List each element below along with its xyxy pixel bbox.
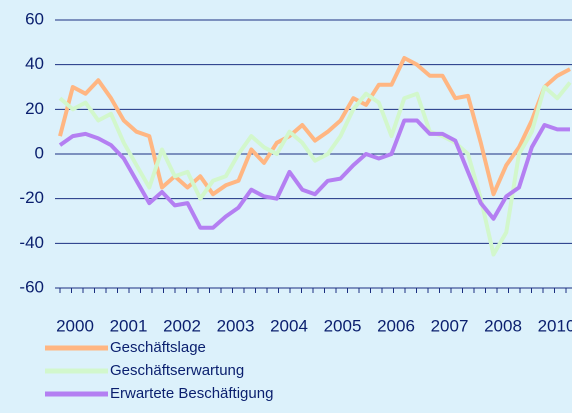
series-line — [58, 118, 570, 230]
y-tick-label: -20 — [19, 188, 44, 207]
x-tick-label: 2003 — [217, 316, 255, 335]
y-tick-label: 0 — [35, 143, 44, 162]
y-tick-label: 60 — [25, 9, 44, 28]
legend-label: Geschäftserwartung — [110, 362, 244, 379]
x-tick-label: 2002 — [163, 316, 201, 335]
x-tick-label: 2010 — [538, 316, 572, 335]
x-tick-label: 2007 — [431, 316, 469, 335]
legend-label: Geschäftslage — [110, 339, 206, 356]
x-tick-label: 2006 — [377, 316, 415, 335]
y-tick-label: 20 — [25, 99, 44, 118]
x-tick-label: 2005 — [324, 316, 362, 335]
x-tick-label: 2008 — [484, 316, 522, 335]
y-tick-label: -40 — [19, 233, 44, 252]
y-tick-label: -60 — [19, 277, 44, 296]
legend-label: Erwartete Beschäftigung — [110, 385, 273, 402]
x-tick-label: 2000 — [56, 316, 94, 335]
x-tick-label: 2004 — [270, 316, 308, 335]
series-line — [58, 56, 571, 197]
y-tick-label: 40 — [25, 54, 44, 73]
x-tick-label: 2001 — [110, 316, 148, 335]
series-line — [58, 81, 572, 257]
